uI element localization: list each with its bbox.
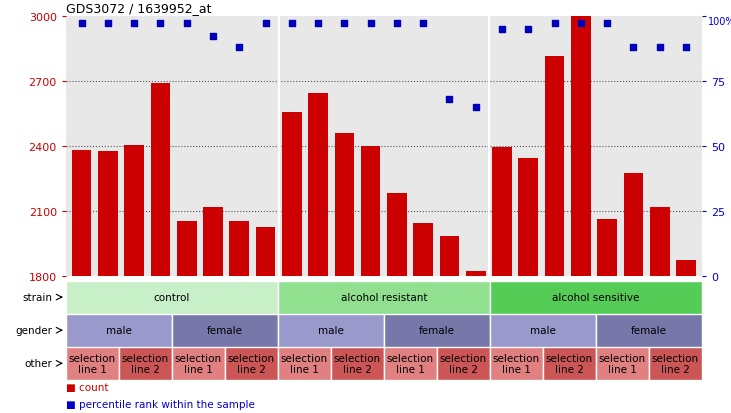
Text: male: male (318, 325, 344, 335)
Text: male: male (106, 325, 132, 335)
Point (365, 21, 376, 28)
Bar (172, 314, 278, 347)
Bar (624, 174, 643, 277)
Text: ■ count: ■ count (66, 382, 108, 392)
Point (628, 45, 640, 51)
Bar (66, 347, 118, 380)
Text: GDS3072 / 1639952_at: GDS3072 / 1639952_at (66, 2, 211, 15)
Bar (492, 148, 512, 277)
Point (312, 21, 324, 28)
Text: selection
line 1: selection line 1 (281, 353, 327, 374)
Bar (282, 113, 302, 277)
Bar (384, 347, 436, 380)
Point (102, 21, 114, 28)
Bar (308, 93, 328, 277)
Bar (330, 347, 384, 380)
Point (286, 21, 298, 28)
Bar (571, 17, 591, 277)
Point (549, 21, 561, 28)
Text: strain: strain (23, 292, 53, 302)
Point (680, 45, 692, 51)
Point (128, 21, 140, 28)
Text: selection
line 2: selection line 2 (334, 353, 381, 374)
Bar (256, 228, 276, 277)
Bar (466, 271, 485, 277)
Point (417, 21, 429, 28)
Bar (437, 347, 490, 380)
Bar (124, 145, 144, 277)
Point (496, 26, 508, 33)
Point (76, 21, 88, 28)
Text: selection
line 2: selection line 2 (652, 353, 699, 374)
Bar (225, 347, 278, 380)
Text: selection
line 2: selection line 2 (440, 353, 487, 374)
Bar (650, 207, 670, 277)
Text: female: female (419, 325, 455, 335)
Point (444, 97, 455, 103)
Text: selection
line 2: selection line 2 (546, 353, 593, 374)
Point (575, 21, 587, 28)
Text: other: other (25, 358, 53, 368)
Bar (278, 347, 330, 380)
Bar (387, 193, 406, 277)
Bar (596, 347, 649, 380)
Bar (66, 281, 278, 314)
Bar (676, 261, 696, 277)
Point (654, 45, 665, 51)
Text: selection
line 1: selection line 1 (387, 353, 433, 374)
Bar (649, 347, 702, 380)
Text: female: female (631, 325, 667, 335)
Text: selection
line 1: selection line 1 (69, 353, 115, 374)
Point (338, 21, 350, 28)
Text: gender: gender (15, 325, 53, 335)
Point (181, 21, 192, 28)
Text: selection
line 2: selection line 2 (228, 353, 275, 374)
Bar (98, 152, 118, 277)
Bar (545, 57, 564, 277)
Bar (278, 281, 490, 314)
Point (260, 21, 271, 28)
Point (154, 21, 166, 28)
Bar (439, 237, 459, 277)
Bar (518, 159, 538, 277)
Bar (72, 151, 91, 277)
Bar (172, 347, 225, 380)
Bar (151, 84, 170, 277)
Text: selection
line 1: selection line 1 (599, 353, 645, 374)
Bar (177, 221, 197, 277)
Point (602, 21, 613, 28)
Text: alcohol sensitive: alcohol sensitive (552, 292, 640, 302)
Bar (230, 221, 249, 277)
Text: selection
line 2: selection line 2 (122, 353, 169, 374)
Bar (361, 147, 381, 277)
Point (207, 34, 219, 40)
Bar (118, 347, 172, 380)
Text: alcohol resistant: alcohol resistant (341, 292, 427, 302)
Bar (203, 207, 223, 277)
Bar (413, 223, 433, 277)
Text: ■ percentile rank within the sample: ■ percentile rank within the sample (66, 399, 254, 408)
Bar (66, 314, 172, 347)
Bar (335, 134, 355, 277)
Bar (542, 347, 596, 380)
Text: male: male (530, 325, 556, 335)
Bar (490, 281, 702, 314)
Text: selection
line 1: selection line 1 (493, 353, 539, 374)
Bar (490, 347, 542, 380)
Point (470, 104, 482, 111)
Bar (597, 219, 617, 277)
Text: selection
line 1: selection line 1 (175, 353, 221, 374)
Text: female: female (207, 325, 243, 335)
Bar (384, 314, 490, 347)
Text: control: control (154, 292, 190, 302)
Point (523, 26, 534, 33)
Point (233, 45, 245, 51)
Bar (490, 314, 596, 347)
Point (391, 21, 403, 28)
Bar (596, 314, 702, 347)
Bar (278, 314, 384, 347)
Text: 100%: 100% (708, 17, 731, 26)
